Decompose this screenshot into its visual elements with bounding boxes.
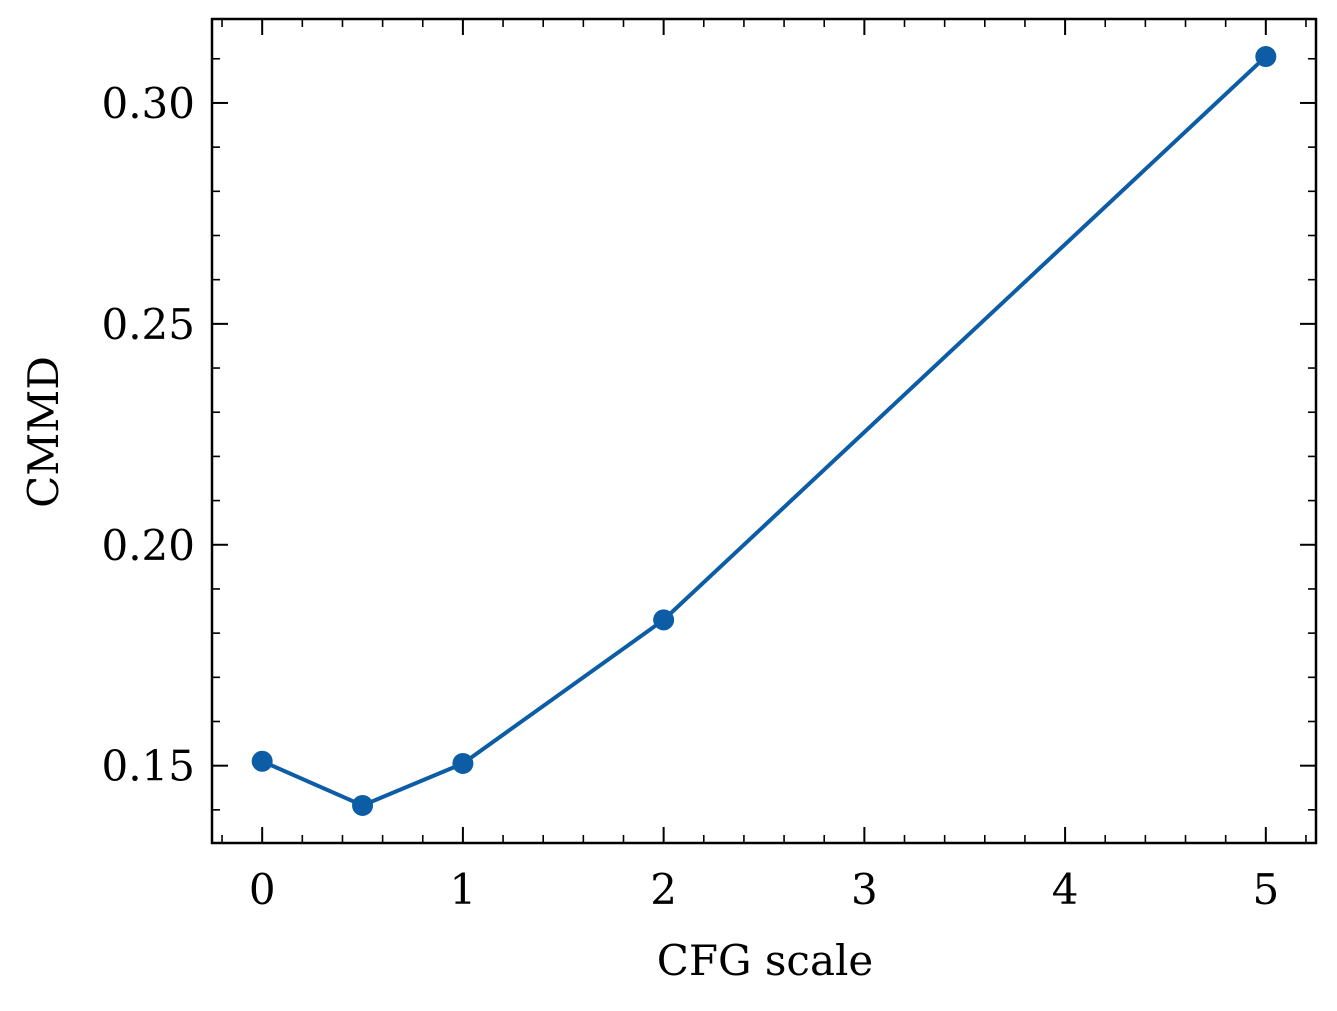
y-tick-label: 0.20 xyxy=(101,521,195,570)
y-tick-label: 0.30 xyxy=(101,79,195,128)
x-tick-label: 2 xyxy=(650,865,677,914)
x-axis-label: CFG scale xyxy=(657,936,874,985)
y-tick-label: 0.15 xyxy=(101,742,195,791)
x-tick-label: 3 xyxy=(851,865,878,914)
x-tick-label: 4 xyxy=(1052,865,1079,914)
axes-frame xyxy=(210,17,1318,845)
series-line xyxy=(261,55,1268,808)
x-tick-label: 0 xyxy=(249,865,276,914)
y-tick-label: 0.25 xyxy=(101,300,195,349)
x-tick-label: 1 xyxy=(450,865,477,914)
data-point xyxy=(251,750,273,772)
data-point xyxy=(352,794,374,816)
data-point xyxy=(1255,46,1277,68)
data-point xyxy=(452,752,474,774)
data-point xyxy=(653,609,675,631)
y-axis-label: CMMD xyxy=(19,356,68,508)
plot-area: 0 1 2 3 4 5 0.15 0.20 0.25 0.30 xyxy=(101,17,1318,914)
x-tick-label: 5 xyxy=(1252,865,1279,914)
